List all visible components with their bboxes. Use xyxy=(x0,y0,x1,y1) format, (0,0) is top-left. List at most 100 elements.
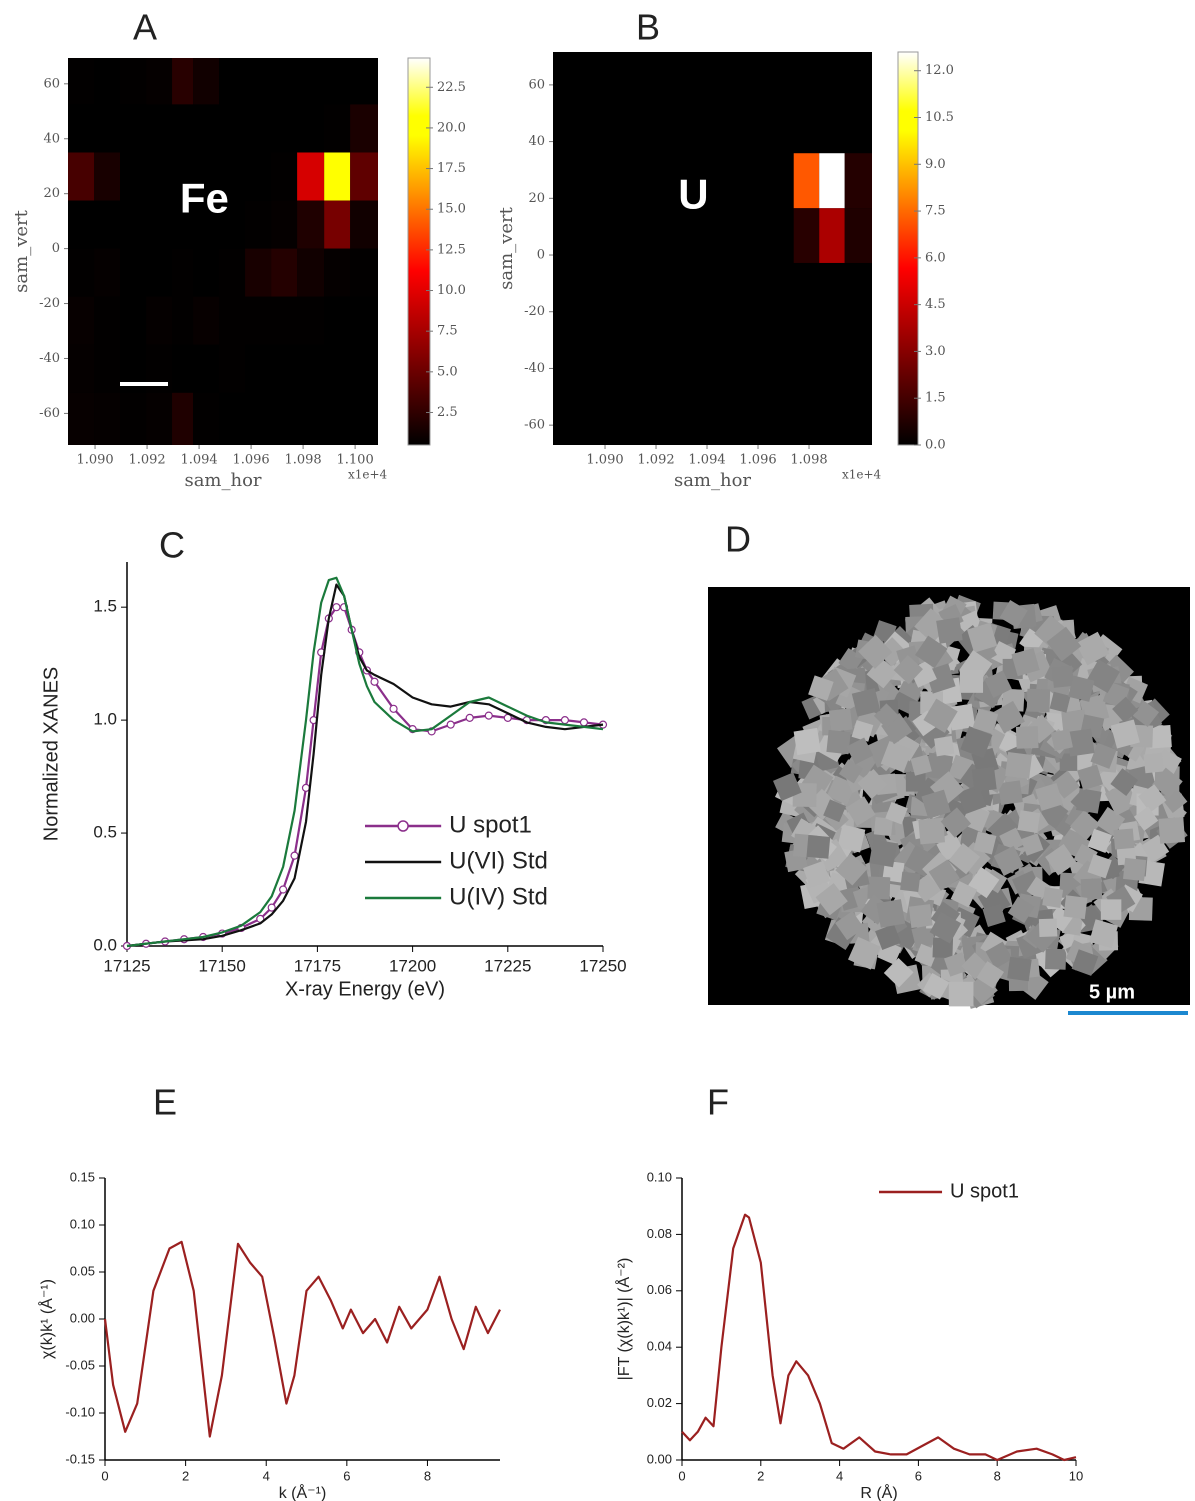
heat-cell xyxy=(120,104,147,153)
heat-cell xyxy=(819,208,845,263)
heat-cell xyxy=(219,344,246,393)
particle xyxy=(1035,782,1063,811)
x-tick-label: 2 xyxy=(182,1468,189,1483)
heat-cell xyxy=(324,344,351,393)
heat-cell xyxy=(793,208,820,263)
legend-label: U(VI) Std xyxy=(449,847,548,874)
heat-cell xyxy=(94,200,121,249)
heat-cell xyxy=(297,104,325,153)
x-axis-label: k (Å⁻¹) xyxy=(279,1483,327,1501)
particle xyxy=(900,871,921,892)
heat-cell xyxy=(146,104,173,153)
y-tick-label: 1.5 xyxy=(93,597,117,616)
y-tick-label: 0.05 xyxy=(70,1263,95,1278)
panel-letter: C xyxy=(159,525,185,566)
colorbar-tick-label: 12.0 xyxy=(925,63,954,78)
x-axis-label: sam_hor xyxy=(184,470,261,491)
y-tick-label: -0.05 xyxy=(65,1357,95,1372)
legend-label: U spot1 xyxy=(950,1180,1019,1202)
heat-cell xyxy=(245,58,272,105)
particle xyxy=(1110,768,1139,796)
heat-cell xyxy=(172,104,194,153)
heat-cell xyxy=(193,296,220,345)
heat-cell xyxy=(245,104,272,153)
heat-cell xyxy=(324,104,351,153)
particle xyxy=(950,881,978,908)
heat-cell xyxy=(297,296,325,345)
heat-cell xyxy=(297,58,325,105)
particle xyxy=(880,741,913,773)
heat-cell xyxy=(350,58,378,105)
particle xyxy=(826,729,851,755)
x-tick-label: 8 xyxy=(994,1468,1001,1483)
y-tick-label: 0.15 xyxy=(70,1169,95,1184)
panel-letter: E xyxy=(153,1082,177,1123)
particle xyxy=(984,670,1012,698)
particle xyxy=(837,824,866,853)
heat-cell xyxy=(94,248,121,297)
heat-cell xyxy=(193,152,220,201)
heat-cell xyxy=(297,392,325,445)
particle xyxy=(1132,700,1160,728)
heat-cell xyxy=(219,58,246,105)
particle xyxy=(1061,709,1087,736)
heat-cell xyxy=(172,152,194,201)
colorbar-tick-label: 2.5 xyxy=(437,405,458,420)
heat-cell xyxy=(68,152,95,201)
particle xyxy=(985,941,1013,969)
particle xyxy=(918,817,946,845)
particle xyxy=(1090,742,1117,769)
x-tick-label: 17175 xyxy=(294,956,341,975)
series-marker xyxy=(389,704,398,713)
series-marker xyxy=(332,603,341,612)
heat-cell xyxy=(120,296,147,345)
particle xyxy=(1044,948,1067,970)
y-axis-label: |FT (χ(k)k¹)| (Å⁻²) xyxy=(614,1258,633,1381)
heat-cell xyxy=(68,104,95,153)
heat-cell xyxy=(297,248,325,297)
heat-cell xyxy=(324,58,351,105)
heat-cell xyxy=(844,153,872,209)
particle xyxy=(993,845,1024,876)
heat-cell xyxy=(793,153,820,209)
heat-cell xyxy=(120,152,147,201)
particle xyxy=(1087,854,1112,879)
particle xyxy=(910,754,932,776)
particle xyxy=(1051,665,1075,688)
heat-cell xyxy=(94,58,121,105)
y-axis-label: χ(k)k¹ (Å⁻¹) xyxy=(37,1279,56,1359)
x-axis-label: R (Å) xyxy=(860,1483,897,1501)
heat-cell xyxy=(94,344,121,393)
particle xyxy=(1080,878,1103,900)
heat-cell xyxy=(146,152,173,201)
particle xyxy=(1066,728,1095,757)
colorbar-tick-label: 4.5 xyxy=(925,297,946,312)
x-tick-label: 17125 xyxy=(103,956,150,975)
colorbar-tick-label: 15.0 xyxy=(437,202,466,217)
heat-cell xyxy=(324,152,351,201)
particle xyxy=(867,876,891,900)
heat-cell xyxy=(297,344,325,393)
heat-cell xyxy=(245,200,272,249)
particle xyxy=(1049,691,1071,713)
particle xyxy=(999,600,1028,629)
particle xyxy=(1152,767,1183,799)
heat-cell xyxy=(324,392,351,445)
x-tick-label: 17150 xyxy=(199,956,246,975)
particle xyxy=(967,622,998,653)
y-axis-label: sam_vert xyxy=(496,206,517,289)
colorbar-tick-label: 1.5 xyxy=(925,391,946,406)
x-tick-label: 1.094 xyxy=(180,453,217,468)
heat-cell xyxy=(219,248,246,297)
legend-label: U spot1 xyxy=(449,811,532,838)
heat-cell xyxy=(193,104,220,153)
y-tick-label: -20 xyxy=(524,304,545,319)
y-tick-label: -0.10 xyxy=(65,1404,95,1419)
particle xyxy=(1005,752,1033,779)
series-marker xyxy=(290,851,299,860)
series-marker xyxy=(446,720,455,729)
heat-cell xyxy=(68,58,95,105)
y-tick-label: 0.10 xyxy=(70,1216,95,1231)
series-line xyxy=(103,1240,501,1438)
particle xyxy=(1100,899,1122,920)
